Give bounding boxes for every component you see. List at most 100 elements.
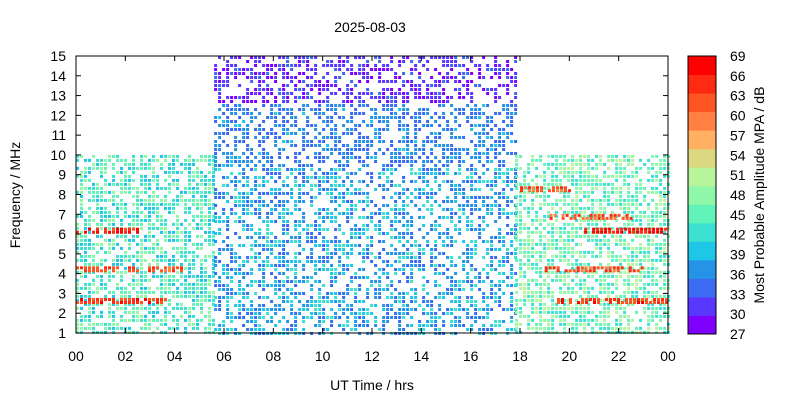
heatmap-cell (418, 304, 422, 307)
heatmap-cell (478, 64, 482, 67)
heatmap-cell (667, 262, 671, 266)
heatmap-cell (519, 282, 523, 286)
heatmap-cell (442, 80, 446, 83)
heatmap-cell (204, 282, 207, 286)
heatmap-cell (567, 250, 571, 254)
heatmap-cell (378, 148, 382, 151)
heatmap-cell (603, 242, 607, 246)
heatmap-cell (655, 214, 659, 218)
heatmap-cell (583, 162, 587, 166)
heatmap-cell (144, 202, 147, 206)
heatmap-cell (611, 258, 615, 262)
heatmap-cell (84, 238, 87, 242)
heatmap-cell (587, 234, 591, 238)
heatmap-cell (418, 108, 422, 111)
heatmap-cell (434, 164, 438, 167)
heatmap-cell (246, 284, 250, 287)
heatmap-cell (200, 198, 203, 202)
heatmap-cell (88, 302, 91, 306)
heatmap-cell (362, 72, 366, 75)
heatmap-cell (466, 168, 470, 171)
heatmap-cell (490, 116, 494, 119)
heatmap-cell (218, 248, 222, 251)
heatmap-cell (306, 224, 310, 227)
heatmap-cell (430, 300, 434, 303)
heatmap-cell (238, 56, 242, 59)
heatmap-cell (575, 306, 579, 310)
heatmap-cell (128, 290, 131, 294)
heatmap-cell (310, 252, 314, 255)
heatmap-cell (354, 288, 358, 291)
heatmap-cell (246, 236, 250, 239)
heatmap-cell (334, 272, 338, 275)
heatmap-cell (274, 132, 278, 135)
heatmap-cell (342, 264, 346, 267)
heatmap-cell (655, 210, 659, 214)
heatmap-cell (326, 64, 330, 67)
heatmap-cell (446, 60, 450, 63)
heatmap-cell (112, 182, 115, 186)
heatmap-cell (667, 154, 671, 158)
heatmap-cell (246, 144, 250, 147)
heatmap-cell (342, 300, 346, 303)
heatmap-cell (402, 56, 406, 59)
heatmap-cell (128, 162, 131, 166)
heatmap-cell (318, 156, 322, 159)
heatmap-cell (430, 84, 434, 87)
heatmap-cell (623, 178, 627, 182)
heatmap-cell (466, 300, 470, 303)
heatmap-cell (230, 164, 234, 167)
heatmap-cell (266, 76, 270, 79)
heatmap-cell (306, 260, 310, 263)
heatmap-cell (595, 198, 599, 202)
heatmap-cell (470, 288, 474, 291)
heatmap-cell (502, 320, 506, 323)
heatmap-cell (446, 164, 450, 167)
heatmap-cell (278, 176, 282, 179)
heatmap-cell (358, 156, 362, 159)
heatmap-cell (378, 268, 382, 271)
heatmap-cell (659, 326, 663, 330)
heatmap-cell (531, 246, 535, 250)
heatmap-cell (607, 198, 611, 202)
heatmap-cell (527, 206, 531, 210)
heatmap-cell (104, 218, 107, 222)
heatmap-cell (663, 258, 667, 262)
heatmap-cell (398, 320, 402, 323)
heatmap-cell (575, 206, 579, 210)
heatmap-cell (599, 198, 603, 202)
heatmap-cell (667, 218, 671, 222)
heatmap-cell (651, 238, 655, 242)
heatmap-cell (92, 166, 95, 170)
heatmap-cell (338, 212, 342, 215)
heatmap-cell (334, 196, 338, 199)
heatmap-cell (80, 238, 83, 242)
heatmap-cell (450, 264, 454, 267)
heatmap-cell (212, 174, 215, 178)
heatmap-cell (124, 210, 127, 214)
heatmap-cell (254, 128, 258, 131)
heatmap-cell (148, 238, 151, 242)
heatmap-cell (140, 238, 143, 242)
heatmap-cell (450, 284, 454, 287)
heatmap-cell (120, 190, 123, 194)
heatmap-cell (587, 322, 591, 326)
heatmap-cell (450, 132, 454, 135)
heatmap-cell (196, 234, 199, 238)
heatmap-cell (426, 60, 430, 63)
heatmap-cell (310, 224, 314, 227)
heatmap-cell (96, 234, 99, 238)
heatmap-cell (334, 128, 338, 131)
heatmap-cell (76, 330, 79, 334)
heatmap-cell (136, 258, 139, 262)
heatmap-cell (234, 140, 238, 143)
heatmap-cell (226, 104, 230, 107)
heatmap-cell (523, 206, 527, 210)
heatmap-cell (410, 168, 414, 171)
heatmap-cell (214, 204, 218, 207)
heatmap-cell (591, 174, 595, 178)
heatmap-cell (394, 236, 398, 239)
heatmap-cell (414, 188, 418, 191)
heatmap-cell (599, 310, 603, 314)
heatmap-cell (498, 240, 502, 243)
